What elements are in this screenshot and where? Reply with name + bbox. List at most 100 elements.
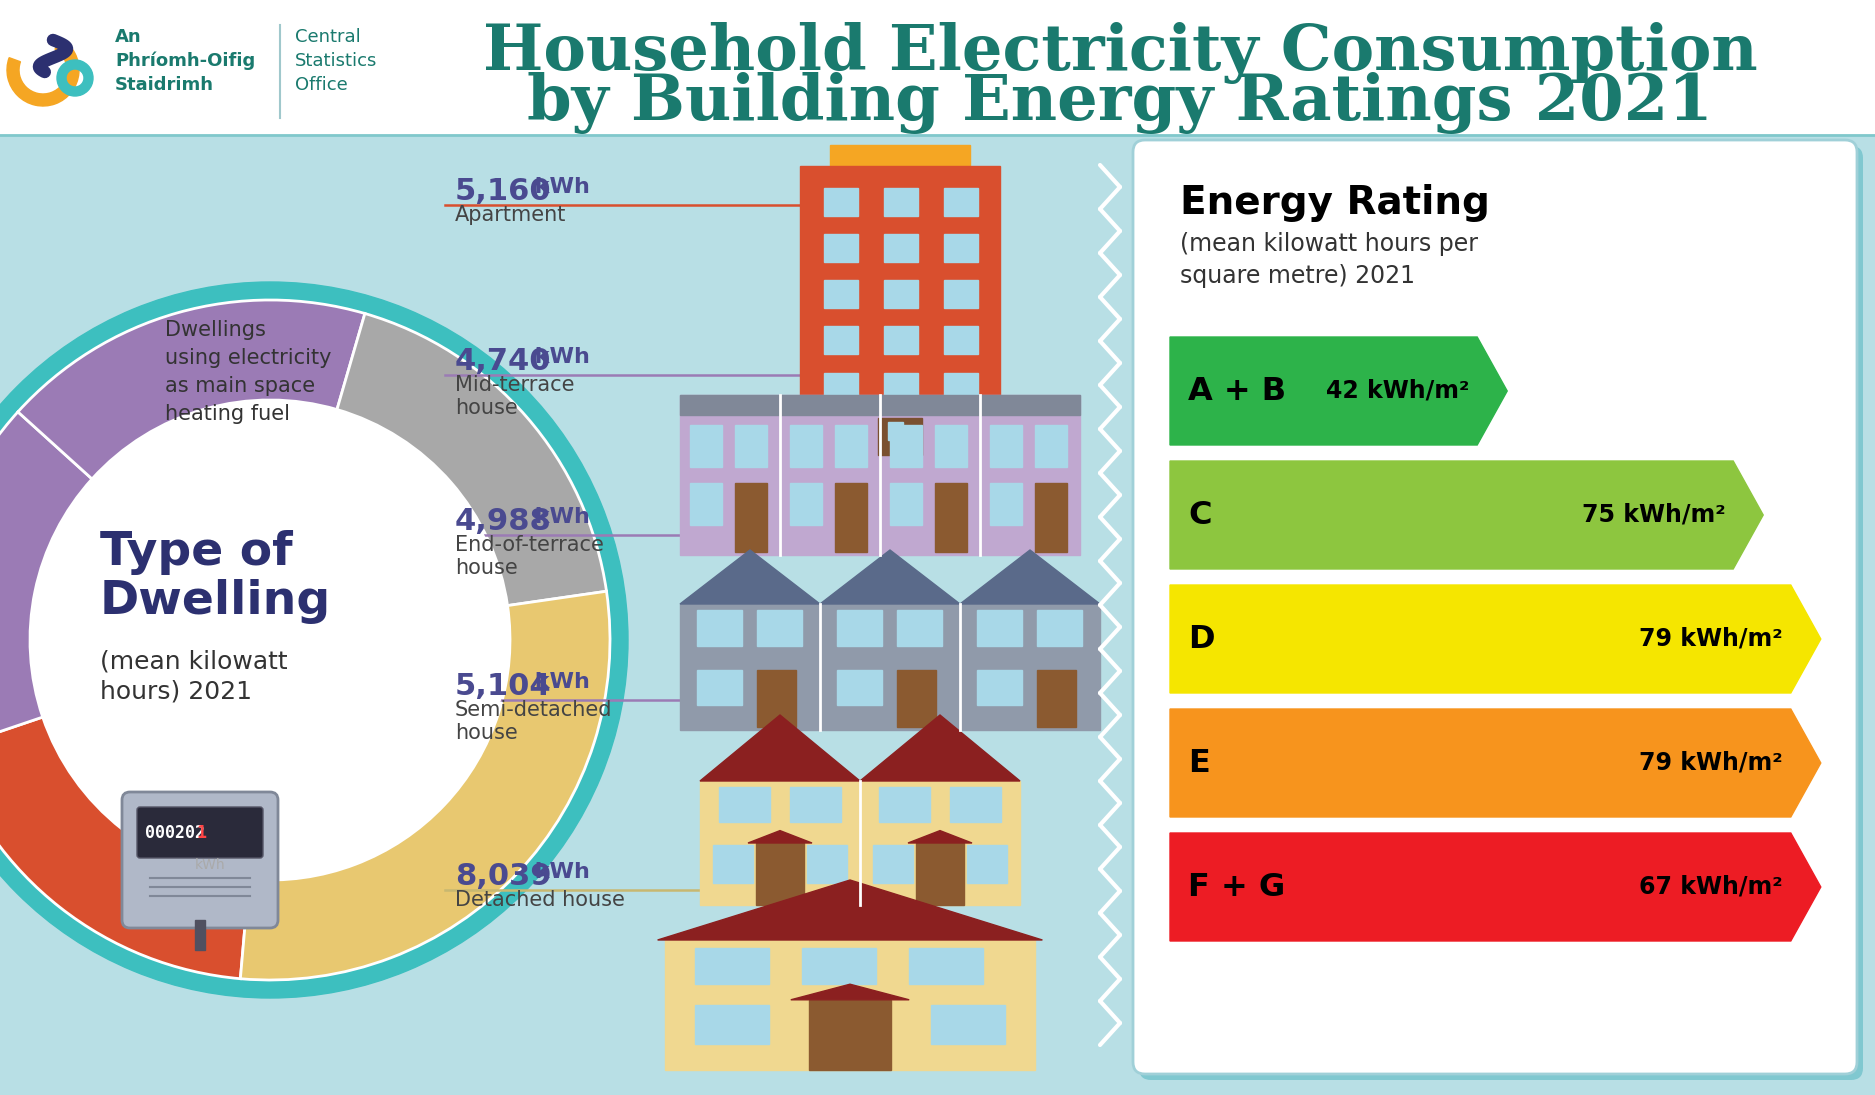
Bar — [789, 787, 840, 822]
Bar — [872, 845, 913, 883]
Bar — [836, 610, 881, 646]
Bar — [195, 920, 204, 950]
Bar — [891, 425, 922, 466]
Bar — [836, 669, 881, 705]
Bar — [694, 948, 769, 984]
Bar — [758, 610, 802, 646]
Text: 5,160: 5,160 — [456, 177, 551, 206]
Bar — [810, 1000, 891, 1070]
Text: 4,988: 4,988 — [456, 507, 551, 535]
Bar — [823, 187, 859, 216]
Bar — [943, 187, 979, 216]
Bar — [690, 483, 722, 525]
Text: Semi-detached
house: Semi-detached house — [456, 700, 613, 744]
Bar — [883, 234, 919, 262]
Bar — [834, 483, 866, 552]
Bar — [936, 425, 968, 466]
Bar — [896, 610, 941, 646]
Bar — [968, 845, 1007, 883]
Bar — [943, 372, 979, 401]
Text: 79 kWh/m²: 79 kWh/m² — [1639, 751, 1783, 775]
Bar — [698, 610, 742, 646]
Bar — [0, 135, 1875, 1095]
Bar — [666, 940, 1035, 1070]
Text: kWh: kWh — [195, 858, 225, 872]
Text: kWh: kWh — [527, 507, 591, 527]
Wedge shape — [8, 38, 79, 106]
Bar — [698, 669, 742, 705]
Wedge shape — [30, 400, 510, 880]
Bar — [720, 787, 771, 822]
Text: D: D — [1189, 623, 1215, 655]
FancyBboxPatch shape — [1138, 146, 1864, 1080]
Bar — [879, 787, 930, 822]
Text: 42 kWh/m²: 42 kWh/m² — [1326, 379, 1470, 403]
Text: Household Electricity Consumption: Household Electricity Consumption — [482, 22, 1757, 84]
FancyBboxPatch shape — [137, 807, 262, 858]
Bar — [960, 604, 1101, 730]
Bar — [943, 234, 979, 262]
Bar — [1037, 610, 1082, 646]
Text: Statistics: Statistics — [294, 51, 377, 70]
Bar — [0, 0, 1875, 135]
Bar — [831, 145, 969, 166]
Text: Dwellings
using electricity
as main space
heating fuel: Dwellings using electricity as main spac… — [165, 320, 332, 424]
Bar — [823, 326, 859, 355]
Polygon shape — [658, 880, 1042, 940]
Bar — [909, 948, 983, 984]
Bar — [878, 418, 922, 456]
Bar — [789, 425, 821, 466]
Bar — [949, 787, 1001, 822]
Text: 8,039: 8,039 — [456, 862, 551, 891]
Text: 000202: 000202 — [144, 825, 204, 842]
Bar — [694, 1005, 769, 1044]
Text: 5,104: 5,104 — [456, 672, 551, 701]
Bar — [1035, 483, 1067, 552]
Bar — [699, 781, 861, 904]
Bar — [977, 669, 1022, 705]
Bar — [808, 845, 848, 883]
Bar — [977, 610, 1022, 646]
Bar — [990, 425, 1022, 466]
Bar — [823, 280, 859, 308]
FancyBboxPatch shape — [122, 792, 278, 927]
Bar — [823, 372, 859, 401]
Bar — [758, 669, 797, 727]
Text: A + B: A + B — [1189, 376, 1286, 406]
Text: kWh: kWh — [527, 862, 591, 881]
Wedge shape — [240, 591, 609, 980]
Text: 1: 1 — [197, 825, 206, 842]
Bar — [932, 1005, 1005, 1044]
Bar — [735, 483, 767, 552]
Text: End-of-terrace
house: End-of-terrace house — [456, 535, 604, 578]
Bar — [936, 483, 968, 552]
Text: kWh: kWh — [527, 177, 591, 197]
Bar — [834, 425, 866, 466]
Bar — [861, 781, 1020, 904]
Text: 4,740: 4,740 — [456, 347, 551, 376]
Bar — [943, 326, 979, 355]
Text: kWh: kWh — [527, 347, 591, 367]
Text: E: E — [1189, 748, 1209, 779]
Bar — [1035, 425, 1067, 466]
Wedge shape — [0, 283, 628, 998]
Bar — [819, 604, 960, 730]
Text: (mean kilowatt
hours) 2021: (mean kilowatt hours) 2021 — [99, 650, 287, 704]
Bar — [990, 483, 1022, 525]
Bar — [883, 187, 919, 216]
Polygon shape — [748, 831, 812, 843]
Polygon shape — [699, 715, 861, 781]
Polygon shape — [1170, 337, 1508, 445]
Polygon shape — [1170, 461, 1762, 569]
Bar — [681, 604, 819, 730]
Text: Detached house: Detached house — [456, 890, 624, 910]
Text: Office: Office — [294, 76, 347, 94]
Text: Type of
Dwelling: Type of Dwelling — [99, 530, 332, 623]
Bar — [823, 234, 859, 262]
Text: Energy Rating: Energy Rating — [1179, 184, 1491, 222]
Text: 79 kWh/m²: 79 kWh/m² — [1639, 627, 1783, 652]
Wedge shape — [19, 300, 366, 479]
Bar — [690, 425, 722, 466]
Bar — [681, 395, 1080, 555]
Polygon shape — [960, 550, 1101, 604]
